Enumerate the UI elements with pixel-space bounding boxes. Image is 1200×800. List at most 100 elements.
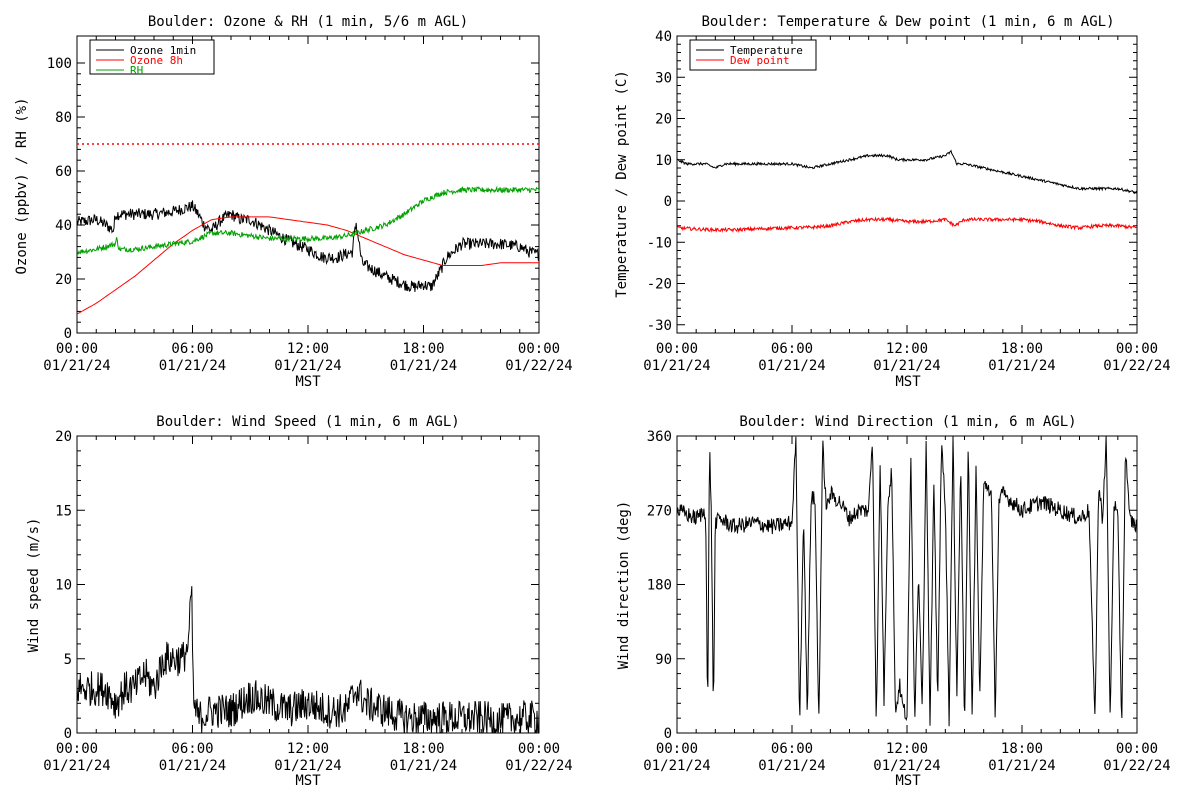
x-tick-label-time: 00:00 (56, 741, 98, 757)
y-tick-label: 10 (655, 153, 672, 169)
x-tick-label-date: 01/21/24 (643, 358, 710, 374)
y-axis-label: Wind speed (m/s) (26, 518, 42, 653)
y-axis-label: Wind direction (deg) (616, 501, 632, 670)
y-tick-label: 270 (647, 503, 672, 519)
legend-label-ozone-8h: Ozone 8h (130, 54, 183, 67)
y-tick-label: 40 (55, 218, 72, 234)
y-tick-label: 20 (655, 112, 672, 128)
x-tick-label-date: 01/21/24 (159, 758, 226, 774)
x-tick-label-time: 00:00 (656, 341, 698, 357)
x-tick-label-time: 18:00 (402, 341, 444, 357)
y-tick-label: 90 (655, 652, 672, 668)
x-tick-label-date: 01/21/24 (758, 358, 825, 374)
y-tick-label: 60 (55, 164, 72, 180)
x-tick-label-time: 06:00 (171, 741, 213, 757)
series-line-ozone-1min (76, 200, 540, 292)
series-line-ozone-8h (76, 216, 539, 315)
legend: Temperature Dew point (689, 39, 817, 71)
x-tick-label-time: 12:00 (287, 741, 329, 757)
x-tick-label-date: 01/21/24 (988, 358, 1055, 374)
chart-title: Boulder: Wind Speed (1 min, 6 m AGL) (156, 414, 459, 430)
x-tick-label-time: 00:00 (518, 741, 560, 757)
plot-frame (676, 35, 1138, 334)
x-tick-label-date: 01/22/24 (1103, 758, 1170, 774)
legend-label-dew-point: Dew point (730, 54, 790, 67)
plot-area: 09018027036000:0001/21/2406:0001/21/2412… (643, 429, 1170, 774)
legend-label-rh: RH (130, 64, 143, 77)
legend-label-temperature: Temperature (730, 44, 803, 57)
x-tick-label-date: 01/21/24 (43, 358, 110, 374)
x-tick-label-time: 06:00 (771, 341, 813, 357)
plot-area: -30-20-1001020304000:0001/21/2406:0001/2… (643, 29, 1170, 374)
y-tick-label: 80 (55, 110, 72, 126)
x-tick-label-time: 12:00 (287, 341, 329, 357)
y-tick-label: 0 (64, 326, 72, 342)
x-tick-label-date: 01/22/24 (505, 358, 572, 374)
x-tick-label-date: 01/21/24 (988, 758, 1055, 774)
chart-title: Boulder: Wind Direction (1 min, 6 m AGL) (739, 414, 1076, 430)
x-tick-label-time: 12:00 (886, 341, 928, 357)
panel-temperature-dewpoint: Boulder: Temperature & Dew point (1 min,… (614, 14, 1171, 390)
series-line-temperature (676, 149, 1138, 195)
x-axis-label: MST (295, 773, 321, 789)
y-axis-label: Temperature / Dew point (C) (614, 70, 630, 298)
x-tick-label-time: 00:00 (1116, 741, 1158, 757)
panel-wind-speed: Boulder: Wind Speed (1 min, 6 m AGL) Win… (26, 414, 573, 789)
y-axis-label: Ozone (ppbv) / RH (%) (14, 97, 30, 274)
x-tick-label-date: 01/21/24 (643, 758, 710, 774)
x-tick-label-date: 01/22/24 (1103, 358, 1170, 374)
series-line-wind-direction-deg (676, 435, 1138, 727)
y-tick-label: 180 (647, 578, 672, 594)
y-tick-label: 10 (55, 578, 72, 594)
chart-title: Boulder: Ozone & RH (1 min, 5/6 m AGL) (148, 14, 468, 30)
series-line-wind-speed-m-s (76, 586, 540, 734)
y-tick-label: 0 (64, 726, 72, 742)
x-axis-label: MST (895, 773, 921, 789)
panel-ozone-rh: Boulder: Ozone & RH (1 min, 5/6 m AGL) O… (14, 14, 573, 390)
legend: Ozone 1min Ozone 8h RH (89, 39, 215, 77)
y-tick-label: 15 (55, 503, 72, 519)
x-tick-label-date: 01/22/24 (505, 758, 572, 774)
y-tick-label: -10 (647, 235, 672, 251)
x-tick-label-time: 18:00 (1001, 341, 1043, 357)
x-tick-label-time: 18:00 (1001, 741, 1043, 757)
y-tick-label: -20 (647, 277, 672, 293)
x-axis-label: MST (895, 374, 921, 390)
series-line-rh (76, 185, 540, 255)
legend-label-ozone-1min: Ozone 1min (130, 44, 196, 57)
x-tick-label-time: 12:00 (886, 741, 928, 757)
y-tick-label: 40 (655, 29, 672, 45)
y-tick-label: 0 (664, 726, 672, 742)
x-tick-label-time: 00:00 (56, 341, 98, 357)
y-tick-label: 100 (47, 56, 72, 72)
y-tick-label: 30 (655, 70, 672, 86)
y-tick-label: 5 (64, 652, 72, 668)
x-tick-label-date: 01/21/24 (390, 358, 457, 374)
x-tick-label-date: 01/21/24 (873, 358, 940, 374)
y-tick-label: 0 (664, 194, 672, 210)
x-tick-label-time: 18:00 (402, 741, 444, 757)
plot-frame (76, 35, 540, 334)
x-tick-label-date: 01/21/24 (758, 758, 825, 774)
x-tick-label-time: 00:00 (656, 741, 698, 757)
legend-box (689, 39, 817, 71)
x-tick-label-date: 01/21/24 (159, 358, 226, 374)
plot-area: 0510152000:0001/21/2406:0001/21/2412:000… (43, 429, 572, 774)
x-axis-label: MST (295, 374, 321, 390)
y-tick-label: -30 (647, 318, 672, 334)
x-tick-label-time: 00:00 (1116, 341, 1158, 357)
x-tick-label-date: 01/21/24 (274, 758, 341, 774)
x-tick-label-date: 01/21/24 (390, 758, 457, 774)
y-tick-label: 20 (55, 429, 72, 445)
plot-area: 02040608010000:0001/21/2406:0001/21/2412… (43, 35, 573, 374)
panel-wind-direction: Boulder: Wind Direction (1 min, 6 m AGL)… (616, 414, 1171, 789)
series-line-dew-point (676, 216, 1138, 233)
x-tick-label-date: 01/21/24 (274, 358, 341, 374)
x-tick-label-time: 06:00 (771, 741, 813, 757)
x-tick-label-time: 06:00 (171, 341, 213, 357)
x-tick-label-time: 00:00 (518, 341, 560, 357)
chart-title: Boulder: Temperature & Dew point (1 min,… (701, 14, 1114, 30)
y-tick-label: 360 (647, 429, 672, 445)
legend-box (89, 39, 215, 75)
